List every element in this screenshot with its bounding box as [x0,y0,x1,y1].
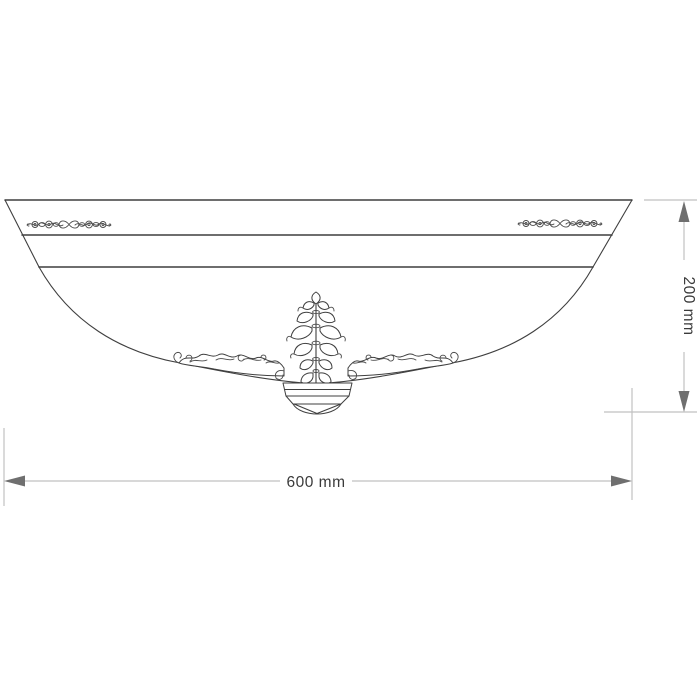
finial-bud [311,291,321,305]
arrow-down-icon [678,391,690,412]
finial-ornament [286,291,346,384]
width-dimension: 600 mm [3,388,633,506]
height-dimension: 200 mm [604,199,697,413]
finial-collar [311,323,321,329]
arrow-up-icon [678,201,690,222]
finial-collar [311,340,321,346]
canopy-cup [282,382,353,415]
height-dimension-label: 200 mm [680,277,697,336]
finial-collar [312,356,320,362]
garland-right [347,351,459,380]
finial-right-leaves [317,301,346,384]
lamp-body [4,199,633,415]
finial-left-leaves [286,301,315,384]
garland-left [173,351,285,380]
arrow-left-icon [4,475,25,487]
cup-outline [282,382,353,415]
ornament-strip-right [517,219,603,228]
crown-band [4,199,633,268]
arrow-right-icon [611,475,632,487]
ornament-strip-left [26,220,112,229]
crown-left-slope [4,199,40,268]
finial-collar [312,369,320,373]
cup-tip-facets [293,403,342,415]
finial-collar [312,309,320,315]
crown-right-slope [592,199,633,268]
width-dimension-label: 600 mm [287,474,346,491]
